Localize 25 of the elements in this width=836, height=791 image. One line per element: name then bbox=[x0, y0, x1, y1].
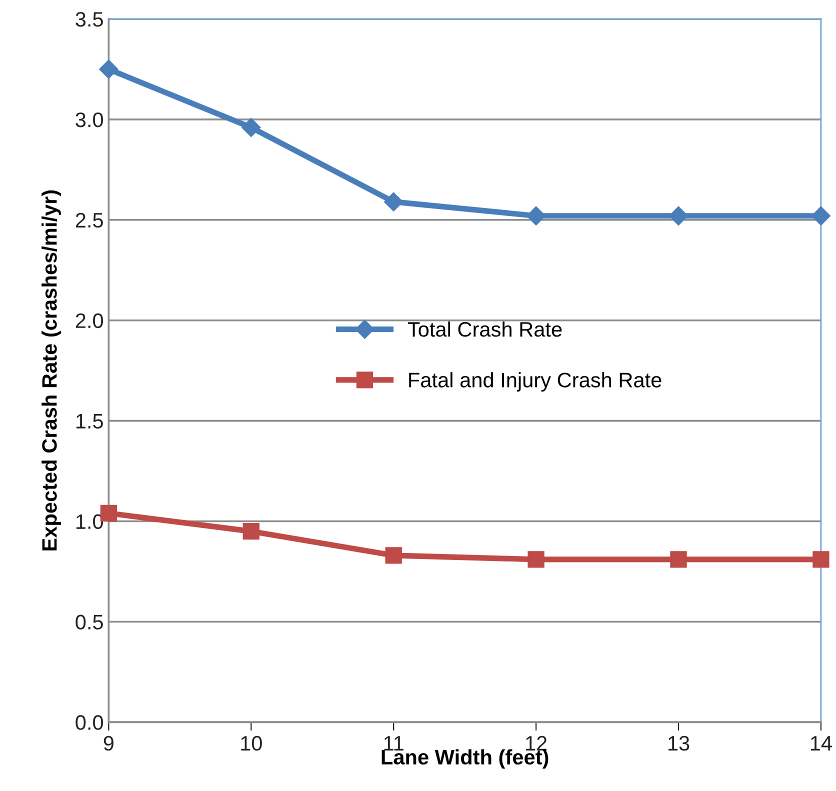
point bbox=[528, 551, 544, 568]
legend-label: Total Crash Rate bbox=[408, 321, 562, 337]
x-tick-label: 10 bbox=[241, 736, 262, 751]
y-tick-label: 0.5 bbox=[76, 614, 103, 630]
point bbox=[812, 551, 830, 568]
y-tick-label: 3.0 bbox=[76, 112, 104, 128]
point bbox=[242, 118, 261, 138]
point bbox=[384, 192, 404, 212]
x-tick-label: 14 bbox=[810, 736, 832, 750]
point bbox=[99, 60, 118, 79]
x-tick-label: 12 bbox=[526, 736, 547, 750]
y-tick-label: 2.5 bbox=[76, 212, 103, 228]
x-tick-label: 9 bbox=[104, 736, 114, 751]
legend-label: Fatal and Injury Crash Rate bbox=[409, 372, 662, 392]
point bbox=[385, 547, 402, 564]
point bbox=[242, 522, 260, 540]
x-tick-label: 13 bbox=[668, 736, 690, 751]
y-tick-label: 1.5 bbox=[76, 414, 103, 429]
y-tick-label: 2.0 bbox=[76, 313, 104, 328]
x-axis-title: Lane Width (feet) bbox=[382, 749, 548, 769]
point bbox=[670, 551, 687, 568]
x-tick-label: 11 bbox=[384, 736, 404, 750]
y-axis-title: Expected Crash Rate (crashes/mi/yr) bbox=[42, 190, 61, 550]
y-tick-label: 3.5 bbox=[76, 12, 103, 27]
y-tick-label: 0.0 bbox=[76, 715, 104, 730]
